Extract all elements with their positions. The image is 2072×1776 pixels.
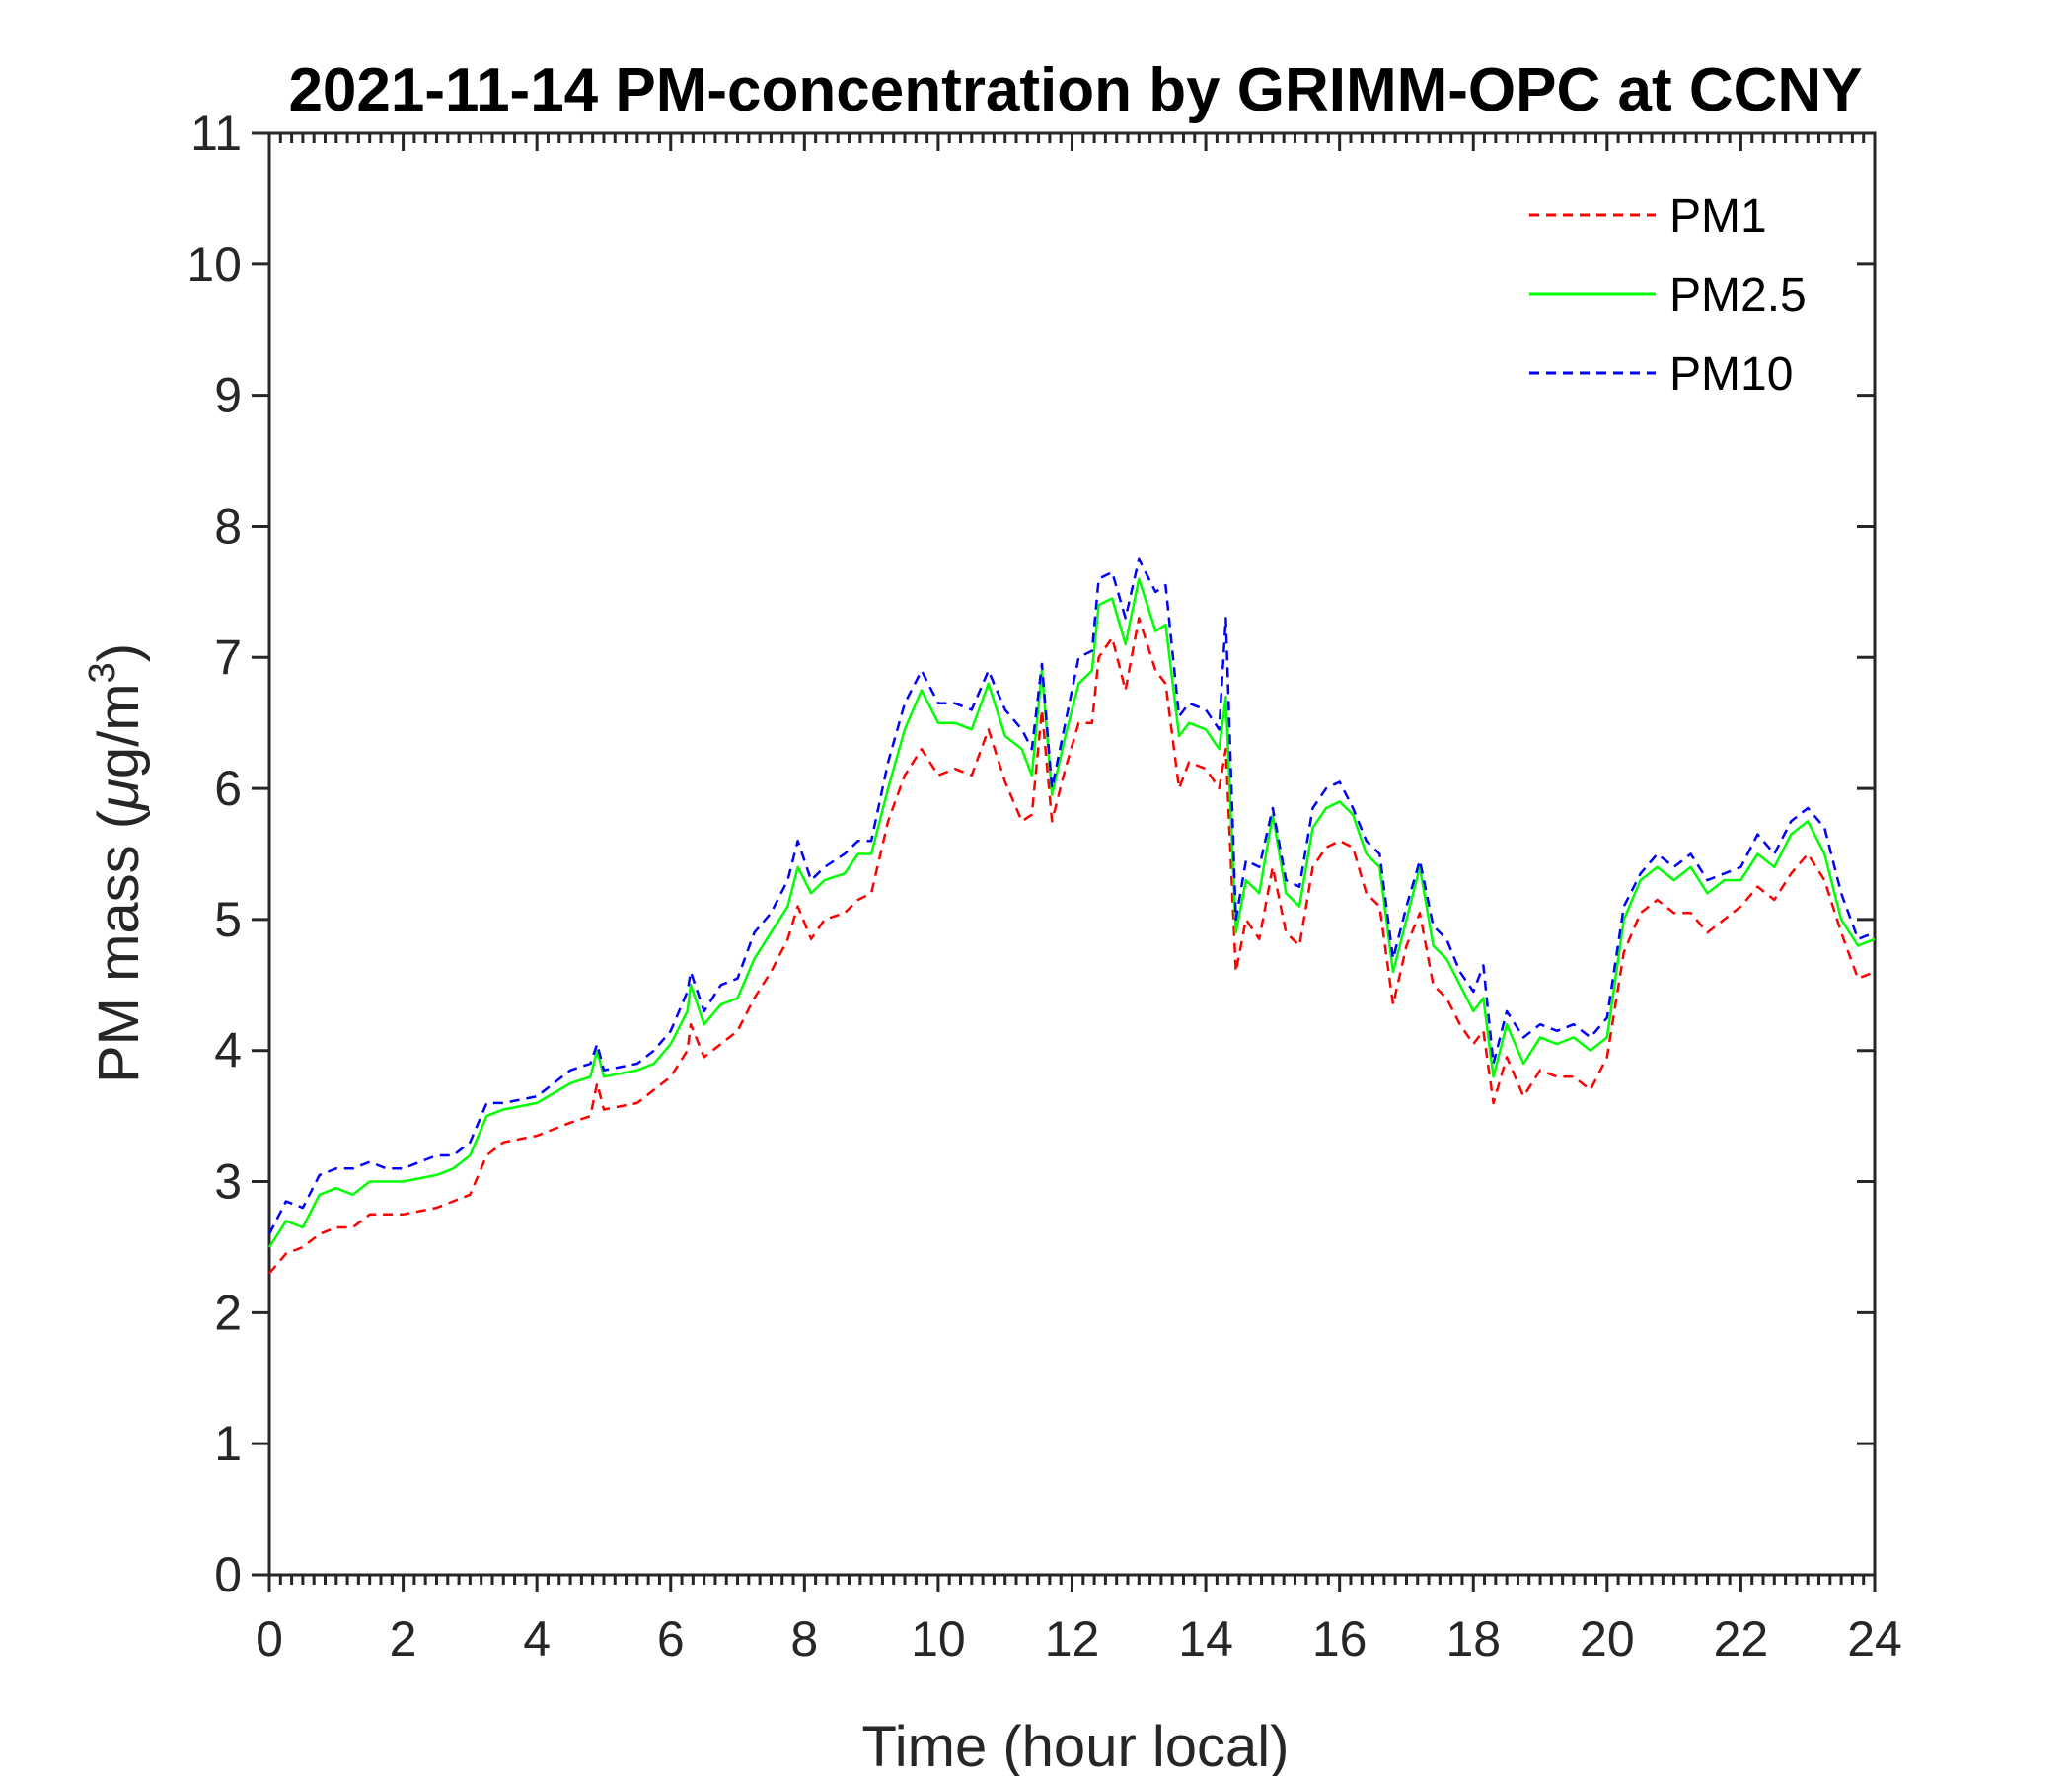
y-tick-label: 3 (214, 1154, 242, 1210)
y-tick-label: 7 (214, 629, 242, 685)
legend-label: PM10 (1669, 348, 1793, 401)
x-tick-label: 24 (1847, 1611, 1902, 1666)
x-tick-label: 14 (1178, 1611, 1233, 1666)
y-tick-labels: 0 1 2 3 4 5 6 7 8 9 10 11 (186, 106, 242, 1602)
y-tick-label: 11 (190, 106, 242, 161)
y-tick-label: 4 (214, 1023, 242, 1078)
y-tick-label: 1 (214, 1416, 242, 1471)
x-tick-labels: 0 2 4 6 8 10 12 14 16 18 20 22 24 (256, 1611, 1902, 1666)
chart-title: 2021-11-14 PM-concentration by GRIMM-OPC… (288, 56, 1862, 124)
y-tick-label: 5 (214, 892, 242, 947)
x-tick-label: 20 (1580, 1611, 1635, 1666)
x-tick-label: 16 (1312, 1611, 1368, 1666)
y-axis-label: PM mass (μg/m3) (82, 643, 151, 1083)
axis-ticks (252, 131, 1877, 1592)
y-tick-label: 10 (186, 237, 242, 292)
x-tick-label: 12 (1045, 1611, 1100, 1666)
plot-frame (267, 131, 1877, 1577)
x-tick-label: 0 (256, 1611, 283, 1666)
y-tick-label: 2 (214, 1285, 242, 1340)
y-tick-label: 6 (214, 761, 242, 816)
legend: PM1 PM2.5 PM10 (1529, 190, 1807, 401)
x-tick-label: 18 (1445, 1611, 1501, 1666)
y-tick-label: 0 (214, 1547, 242, 1602)
series-line-pm10 (267, 557, 1876, 1235)
x-tick-label: 2 (390, 1611, 417, 1666)
y-tick-label: 8 (214, 498, 242, 554)
legend-label: PM1 (1669, 190, 1767, 243)
series-line-pm2-5 (267, 577, 1876, 1248)
legend-label: PM2.5 (1669, 269, 1807, 322)
x-tick-label: 10 (911, 1611, 966, 1666)
x-tick-label: 22 (1714, 1611, 1769, 1666)
x-tick-label: 8 (790, 1611, 818, 1666)
x-tick-label: 4 (523, 1611, 551, 1666)
series-line-pm1 (268, 617, 1876, 1275)
y-tick-label: 9 (214, 368, 242, 423)
x-tick-label: 6 (657, 1611, 685, 1666)
x-axis-label: Time (hour local) (862, 1715, 1290, 1776)
series-lines (267, 557, 1876, 1275)
